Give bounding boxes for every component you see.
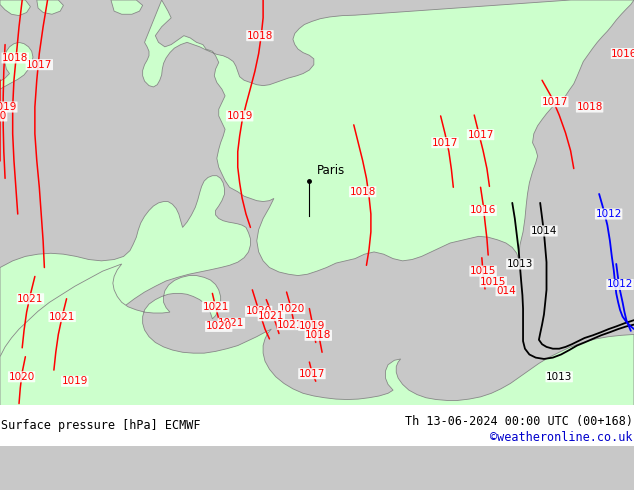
Text: 1020: 1020 — [205, 321, 232, 331]
Text: ©weatheronline.co.uk: ©weatheronline.co.uk — [490, 431, 633, 444]
Text: 014: 014 — [496, 286, 516, 296]
Text: 1020: 1020 — [245, 306, 272, 316]
Text: 1017: 1017 — [432, 138, 458, 147]
Polygon shape — [0, 42, 33, 89]
Text: 1018: 1018 — [2, 53, 29, 63]
Text: 1016: 1016 — [611, 49, 634, 58]
Text: 1017: 1017 — [26, 60, 53, 70]
Text: 1021: 1021 — [277, 319, 304, 330]
Text: Paris: Paris — [317, 164, 346, 177]
Polygon shape — [0, 0, 30, 16]
Text: 1017: 1017 — [467, 130, 494, 140]
Text: 1021: 1021 — [258, 311, 285, 320]
Text: 1017: 1017 — [541, 97, 568, 107]
Text: 1019: 1019 — [299, 320, 325, 331]
Text: 1019: 1019 — [61, 376, 88, 386]
Text: 1014: 1014 — [531, 226, 557, 236]
Text: 1019: 1019 — [226, 111, 253, 121]
Text: 1015: 1015 — [480, 277, 507, 287]
Text: 1021: 1021 — [49, 312, 75, 321]
Text: 1018: 1018 — [305, 330, 332, 341]
Text: 1020: 1020 — [278, 304, 305, 314]
Text: 1012: 1012 — [595, 209, 622, 219]
Text: 1018: 1018 — [576, 102, 603, 112]
Polygon shape — [37, 0, 63, 14]
Polygon shape — [0, 264, 634, 446]
Text: 1018: 1018 — [349, 187, 376, 197]
Bar — [0, 405, 634, 446]
Polygon shape — [111, 0, 143, 14]
Text: 1015: 1015 — [470, 266, 496, 276]
Polygon shape — [0, 176, 250, 435]
Text: Th 13-06-2024 00:00 UTC (00+168): Th 13-06-2024 00:00 UTC (00+168) — [404, 415, 633, 428]
Text: 1018: 1018 — [247, 31, 273, 41]
Text: 1020: 1020 — [0, 111, 7, 121]
Text: 1021: 1021 — [17, 294, 44, 304]
Text: 1021: 1021 — [202, 302, 229, 312]
Text: 1020: 1020 — [8, 372, 35, 382]
Text: 1021: 1021 — [218, 318, 245, 328]
Text: Surface pressure [hPa] ECMWF: Surface pressure [hPa] ECMWF — [1, 419, 201, 432]
Text: 1013: 1013 — [507, 259, 533, 269]
Text: 1016: 1016 — [470, 205, 496, 216]
Text: 1013: 1013 — [546, 372, 573, 382]
Polygon shape — [143, 0, 634, 275]
Text: 1017: 1017 — [299, 368, 325, 379]
Text: 1019: 1019 — [0, 102, 17, 112]
Text: 1012: 1012 — [607, 279, 633, 290]
